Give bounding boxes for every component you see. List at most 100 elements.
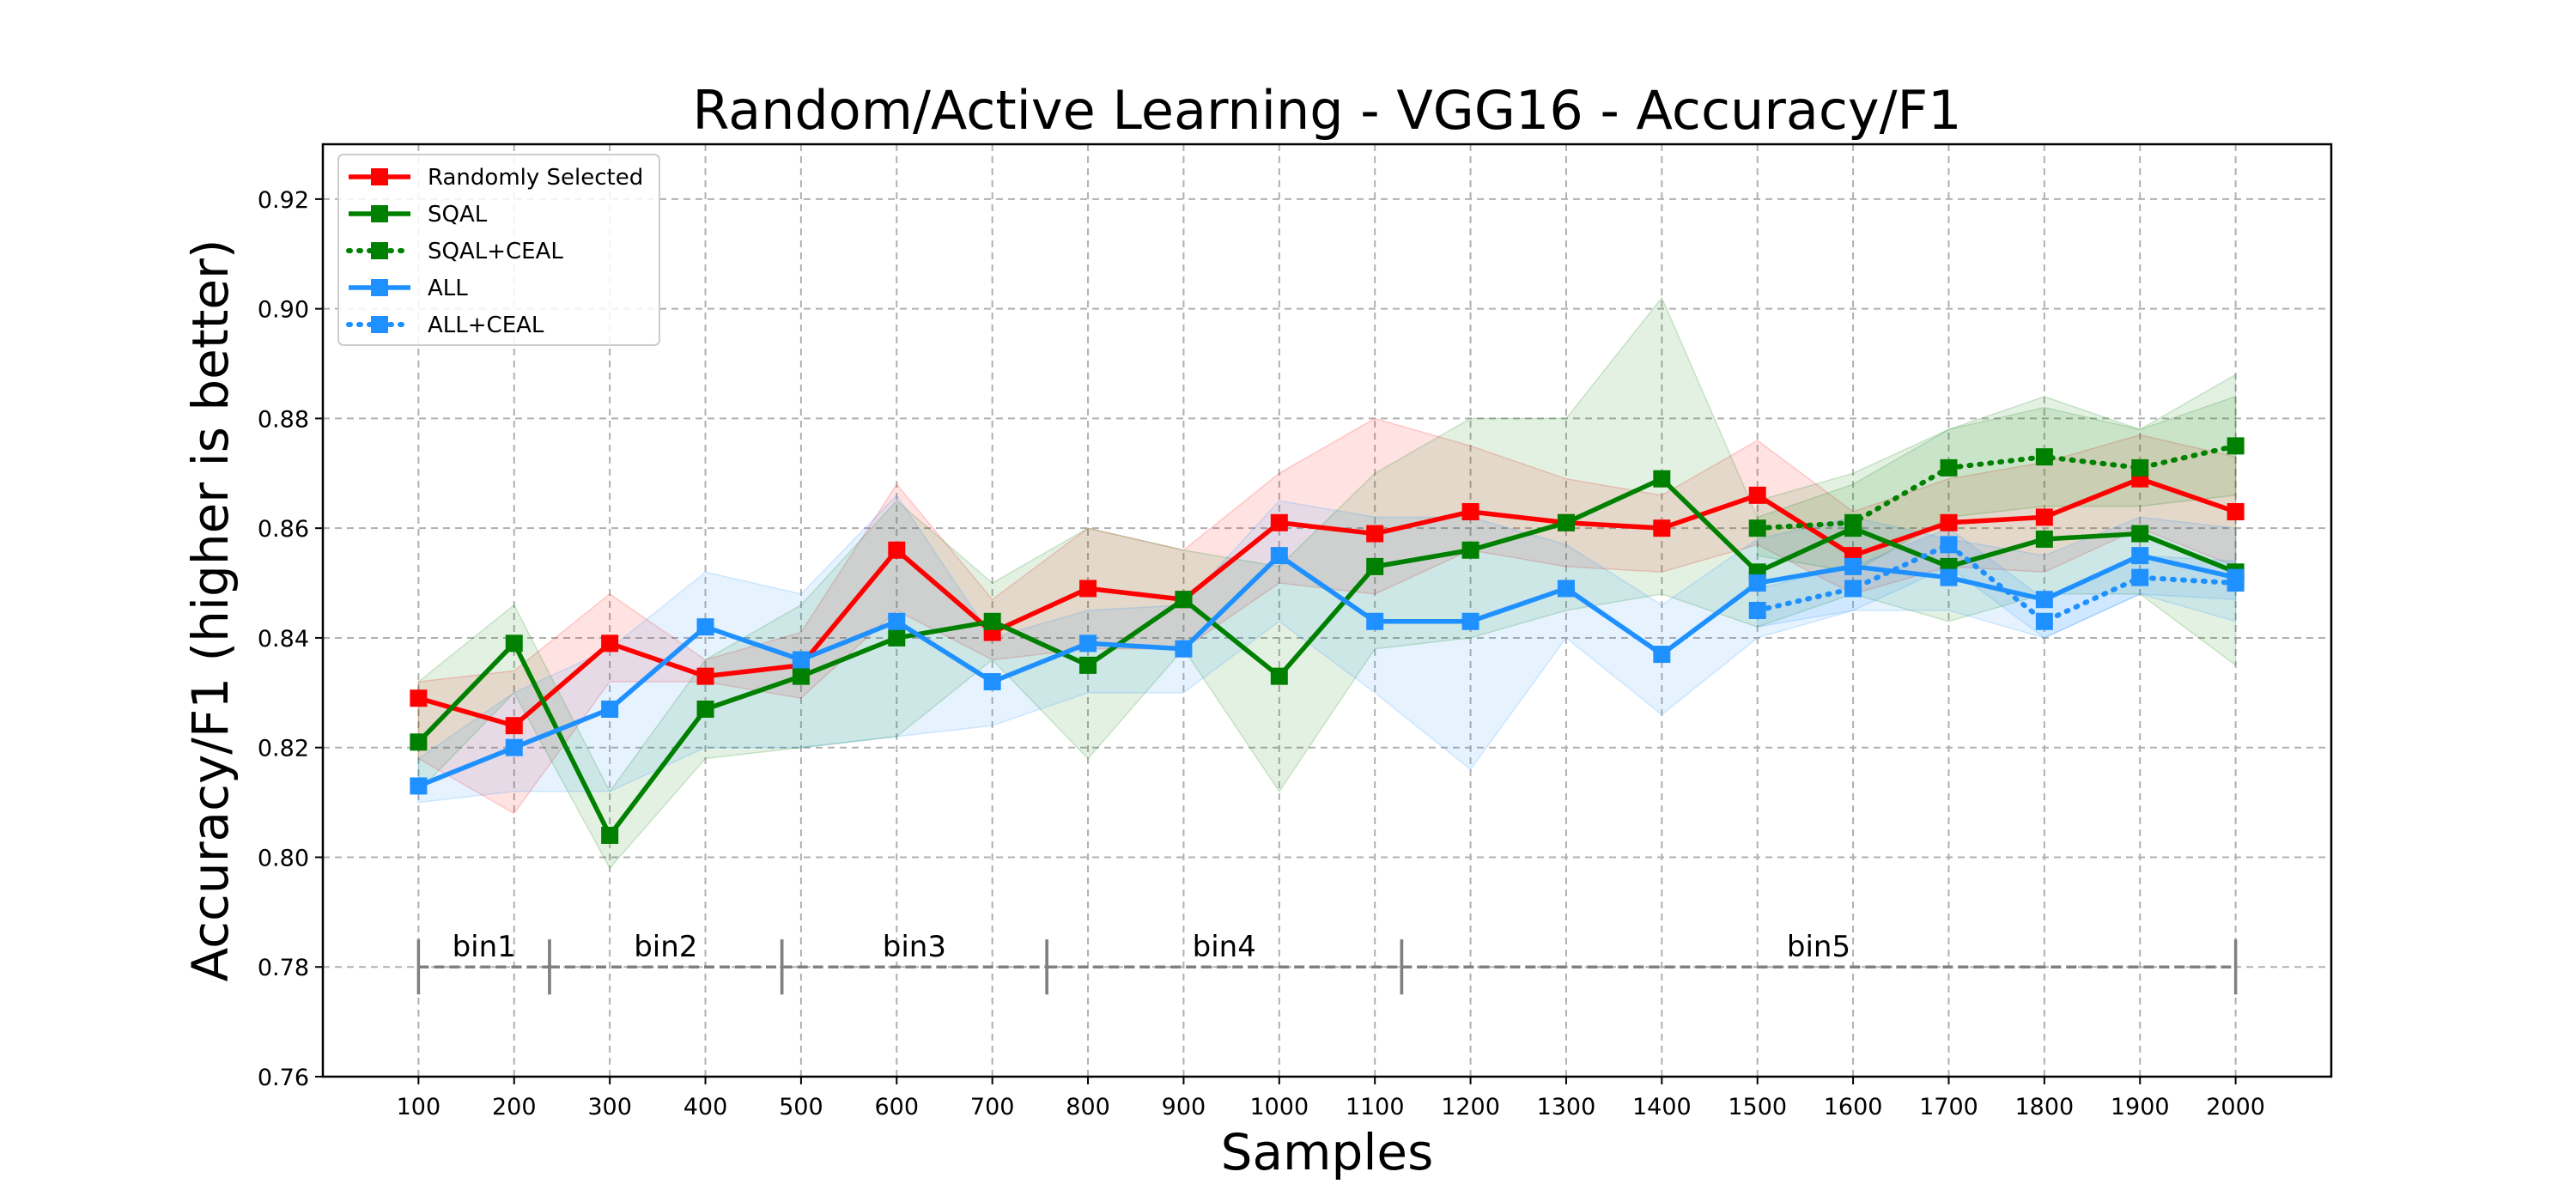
x-tick-label-15: 1600 xyxy=(1824,1094,1883,1120)
bin-label-4: bin5 xyxy=(1787,930,1850,964)
y-tick-label-1: 0.78 xyxy=(258,955,309,981)
series-4-point-5 xyxy=(2227,574,2245,592)
series-3-point-16 xyxy=(1940,568,1958,586)
series-4-point-0 xyxy=(1748,602,1766,619)
series-1-point-11 xyxy=(1461,541,1479,559)
series-2-point-4 xyxy=(2131,458,2149,477)
series-1-point-5 xyxy=(888,628,906,647)
legend-label-0: Randomly Selected xyxy=(428,165,643,191)
y-tick-label-5: 0.86 xyxy=(258,516,309,543)
series-1-point-17 xyxy=(2035,530,2053,548)
confidence-bands xyxy=(417,296,2237,870)
series-1-point-12 xyxy=(1557,513,1575,531)
x-tick-label-16: 1700 xyxy=(1919,1094,1978,1120)
band-series-3 xyxy=(417,494,2237,804)
legend-label-2: SQAL+CEAL xyxy=(428,239,563,264)
series-1-point-4 xyxy=(792,667,810,685)
series-0-point-10 xyxy=(1366,525,1384,543)
x-tick-label-6: 700 xyxy=(970,1094,1015,1120)
x-tick-label-18: 1900 xyxy=(2111,1094,2170,1120)
y-tick-label-4: 0.84 xyxy=(258,626,309,653)
series-2-point-1 xyxy=(1844,513,1862,531)
x-tick-label-12: 1300 xyxy=(1537,1094,1596,1120)
x-tick-label-9: 1000 xyxy=(1249,1094,1309,1120)
legend-marker-1 xyxy=(371,205,388,222)
series-4-point-4 xyxy=(2131,568,2149,586)
series-2-point-3 xyxy=(2035,448,2053,466)
x-tick-label-1: 200 xyxy=(492,1094,537,1120)
series-3-point-1 xyxy=(505,738,523,756)
series-2-point-5 xyxy=(2227,437,2245,455)
y-tick-label-3: 0.82 xyxy=(258,736,309,762)
bin-label-2: bin3 xyxy=(883,930,946,964)
series-2-point-2 xyxy=(1940,458,1958,477)
x-tick-label-7: 800 xyxy=(1066,1094,1110,1120)
series-1-point-3 xyxy=(696,700,714,718)
series-0-point-7 xyxy=(1079,580,1097,598)
x-tick-label-19: 2000 xyxy=(2206,1094,2265,1120)
x-axis-label: Samples xyxy=(1221,1123,1434,1181)
series-0-point-9 xyxy=(1270,513,1288,531)
x-tick-label-11: 1200 xyxy=(1441,1094,1500,1120)
y-tick-label-2: 0.80 xyxy=(258,845,309,871)
series-3-point-13 xyxy=(1653,646,1671,664)
series-3-point-4 xyxy=(792,651,810,669)
series-line-4 xyxy=(1754,542,2239,624)
bin-annotations: bin1 bin2 bin3 bin4 bin5 xyxy=(416,930,2238,995)
series-3-point-8 xyxy=(1175,640,1193,658)
series-4-point-1 xyxy=(1844,580,1862,598)
legend-marker-0 xyxy=(371,168,388,185)
series-3-point-18 xyxy=(2131,547,2149,565)
plot-frame xyxy=(321,143,2333,1078)
series-1-point-7 xyxy=(1079,656,1097,674)
series-1-point-8 xyxy=(1175,591,1193,609)
series-line-2 xyxy=(1754,443,2239,531)
series-3-point-6 xyxy=(983,673,1001,691)
x-tick-label-4: 500 xyxy=(779,1094,823,1120)
series-1-point-0 xyxy=(410,733,428,751)
series-lines xyxy=(410,437,2245,844)
legend-box xyxy=(337,154,660,346)
legend: Randomly Selected SQAL SQAL+CEAL ALL ALL+CEA… xyxy=(337,154,660,346)
series-4-point-2 xyxy=(1940,536,1958,554)
series-1-point-10 xyxy=(1366,557,1384,575)
bin-label-1: bin2 xyxy=(634,930,697,964)
series-3-point-14 xyxy=(1748,574,1766,592)
series-3-point-15 xyxy=(1844,557,1862,575)
series-3-point-12 xyxy=(1557,580,1575,598)
legend-marker-4 xyxy=(371,316,388,333)
series-line-1 xyxy=(416,476,2237,838)
legend-label-1: SQAL xyxy=(428,202,488,228)
x-tick-label-13: 1400 xyxy=(1632,1094,1692,1120)
legend-label-4: ALL+CEAL xyxy=(428,313,544,338)
series-0-point-13 xyxy=(1653,519,1671,537)
series-0-point-19 xyxy=(2227,503,2245,521)
series-0-point-14 xyxy=(1748,486,1766,504)
chart-title: Random/Active Learning - VGG16 - Accurac… xyxy=(692,79,1961,142)
series-0-point-11 xyxy=(1461,503,1479,521)
band-series-1 xyxy=(417,296,2237,870)
series-3-point-0 xyxy=(410,777,428,795)
series-3-point-2 xyxy=(601,700,619,718)
series-4-point-3 xyxy=(2035,612,2053,630)
series-3-point-5 xyxy=(888,612,906,630)
y-tick-label-8: 0.92 xyxy=(258,187,309,214)
axis-ticks: 100 200 300 400 500 600 700 800 900 1000 1100 1200 1… xyxy=(258,187,2265,1120)
x-tick-label-14: 1500 xyxy=(1728,1094,1787,1120)
series-3-point-11 xyxy=(1461,612,1479,630)
series-0-point-3 xyxy=(696,667,714,685)
x-tick-label-8: 900 xyxy=(1162,1094,1206,1120)
series-1-point-9 xyxy=(1270,667,1288,685)
x-tick-label-10: 1100 xyxy=(1346,1094,1405,1120)
series-line-3 xyxy=(417,553,2237,788)
series-0-point-5 xyxy=(888,541,906,559)
series-0-point-16 xyxy=(1940,513,1958,531)
bin-label-0: bin1 xyxy=(453,930,516,964)
series-3-point-9 xyxy=(1270,547,1288,565)
y-tick-label-0: 0.76 xyxy=(258,1065,309,1091)
series-0-point-1 xyxy=(505,717,523,735)
series-2-point-0 xyxy=(1748,519,1766,537)
y-axis-label: Accuracy/F1 (higher is better) xyxy=(181,240,240,982)
legend-marker-2 xyxy=(371,242,388,259)
